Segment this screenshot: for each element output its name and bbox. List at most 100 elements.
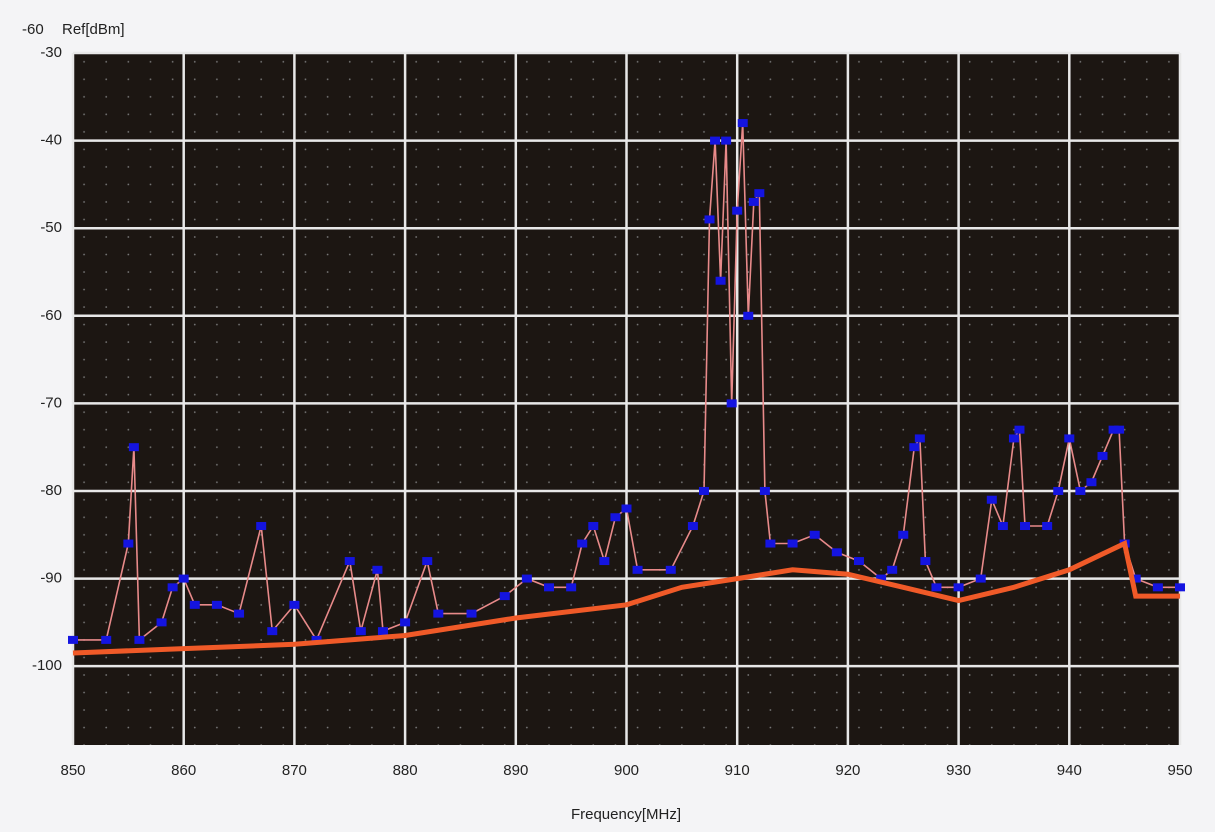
trace-marker xyxy=(715,276,726,285)
trace-marker xyxy=(521,574,532,583)
trace-marker xyxy=(355,627,366,636)
x-tick-label: 850 xyxy=(60,762,85,779)
trace-marker xyxy=(566,583,577,592)
y-tick-label: -90 xyxy=(40,570,62,587)
trace-marker xyxy=(986,495,997,504)
trace-marker xyxy=(710,136,721,145)
trace-marker xyxy=(1175,583,1185,592)
x-tick-label: 900 xyxy=(614,762,639,779)
trace-marker xyxy=(234,609,245,618)
x-tick-label: 910 xyxy=(725,762,750,779)
trace-marker xyxy=(898,530,909,539)
trace-marker xyxy=(1086,478,1097,487)
trace-marker xyxy=(1130,574,1141,583)
trace-line xyxy=(72,539,1180,656)
trace-marker xyxy=(975,574,986,583)
trace-marker xyxy=(759,486,770,495)
trace-marker xyxy=(909,443,920,452)
trace-marker xyxy=(876,574,887,583)
y-tick-label: -50 xyxy=(40,219,62,236)
trace-marker xyxy=(267,627,278,636)
trace-marker xyxy=(178,574,189,583)
trace-marker xyxy=(189,600,200,609)
trace-marker xyxy=(68,635,78,644)
trace-marker xyxy=(887,565,898,574)
trace-marker xyxy=(698,486,709,495)
y-tick-label: -80 xyxy=(40,482,62,499)
trace-marker xyxy=(311,635,322,644)
trace-marker xyxy=(737,119,748,128)
trace-marker xyxy=(931,583,942,592)
trace-marker xyxy=(765,539,776,548)
trace-marker xyxy=(1114,425,1125,434)
trace-marker xyxy=(1014,425,1025,434)
trace-marker xyxy=(809,530,820,539)
trace-marker xyxy=(914,434,925,443)
trace-marker xyxy=(732,206,743,215)
trace-marker xyxy=(920,557,931,566)
trace-marker xyxy=(853,557,864,566)
trace-marker xyxy=(621,504,632,513)
x-tick-label: 870 xyxy=(282,762,307,779)
trace-marker xyxy=(1008,434,1019,443)
trace-marker xyxy=(754,189,765,198)
x-tick-label: 890 xyxy=(503,762,528,779)
trace-marker xyxy=(156,618,167,627)
trace-marker xyxy=(665,565,676,574)
x-tick-label: 930 xyxy=(946,762,971,779)
trace-marker xyxy=(377,627,388,636)
trace-marker xyxy=(997,522,1008,531)
y-tick-label: -100 xyxy=(32,657,62,674)
corner-value: -60 xyxy=(22,21,44,38)
y-tick-label: -60 xyxy=(40,307,62,324)
trace-marker xyxy=(466,609,477,618)
trace-marker xyxy=(704,215,715,224)
trace-marker xyxy=(167,583,178,592)
trace-marker xyxy=(953,583,964,592)
trace-marker xyxy=(433,609,444,618)
y-tick-label: -30 xyxy=(40,44,62,61)
x-tick-label: 880 xyxy=(393,762,418,779)
trace-marker xyxy=(1108,425,1119,434)
trace-marker xyxy=(211,600,222,609)
trace-marker xyxy=(344,557,355,566)
trace-marker xyxy=(599,557,610,566)
trace-marker xyxy=(1042,522,1053,531)
x-tick-label: 920 xyxy=(835,762,860,779)
trace-marker xyxy=(123,539,134,548)
trace-marker xyxy=(289,600,300,609)
trace-marker xyxy=(499,592,510,601)
trace-marker xyxy=(134,635,145,644)
trace-marker xyxy=(372,565,383,574)
trace-marker xyxy=(577,539,588,548)
trace-marker xyxy=(400,618,411,627)
trace-marker xyxy=(726,399,737,408)
trace-marker xyxy=(128,443,139,452)
trace-marker xyxy=(1064,434,1075,443)
y-tick-label: -40 xyxy=(40,132,62,149)
x-axis-label: Frequency[MHz] xyxy=(571,806,681,823)
trace-marker xyxy=(632,565,643,574)
trace-marker xyxy=(1053,486,1064,495)
trace-marker xyxy=(256,522,267,531)
y-tick-label: -70 xyxy=(40,394,62,411)
trace-marker xyxy=(831,548,842,557)
trace-marker xyxy=(1075,486,1086,495)
trace-marker xyxy=(544,583,555,592)
trace-marker xyxy=(787,539,798,548)
trace-marker xyxy=(687,522,698,531)
trace-marker xyxy=(101,635,112,644)
trace-marker xyxy=(1152,583,1163,592)
trace-marker xyxy=(743,311,754,320)
trace-marker xyxy=(721,136,732,145)
trace-marker xyxy=(422,557,433,566)
x-tick-label: 950 xyxy=(1167,762,1192,779)
trace-marker xyxy=(1097,451,1108,460)
trace-marker xyxy=(588,522,599,531)
x-tick-label: 860 xyxy=(171,762,196,779)
trace-marker xyxy=(748,197,759,206)
x-tick-label: 940 xyxy=(1057,762,1082,779)
y-axis-label: Ref[dBm] xyxy=(62,21,125,38)
trace-marker xyxy=(610,513,621,522)
